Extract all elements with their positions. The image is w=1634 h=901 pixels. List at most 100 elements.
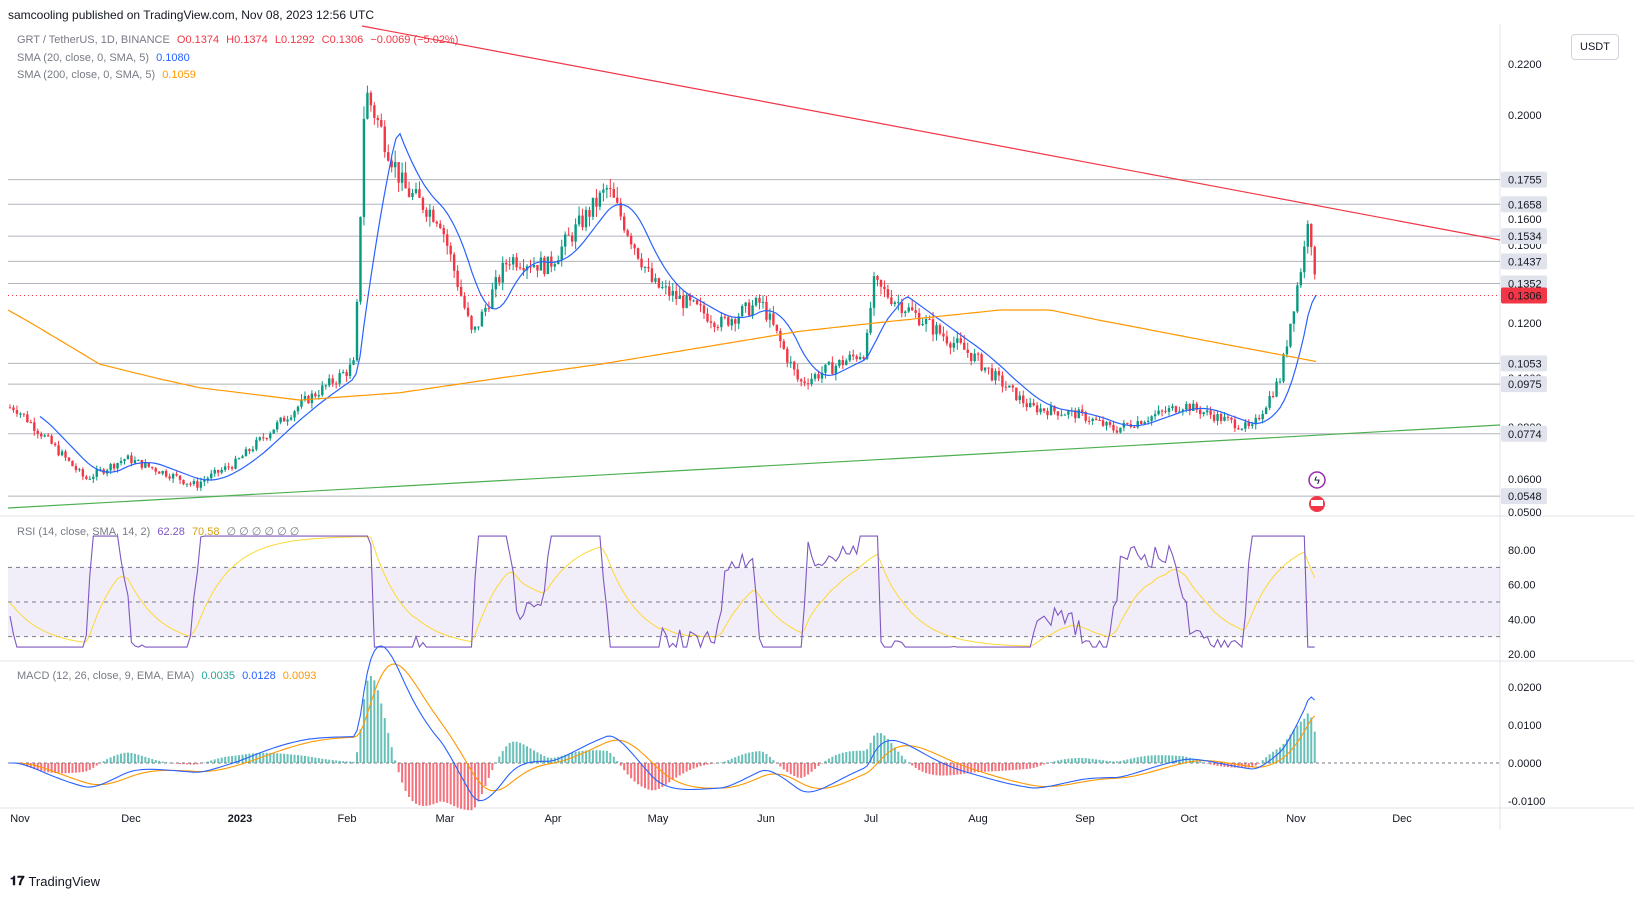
candle-body — [737, 316, 740, 324]
candle-body — [865, 332, 869, 359]
macd-histogram-bar — [859, 750, 862, 763]
macd-histogram-bar — [779, 763, 782, 767]
candle-body — [976, 353, 980, 355]
candle-body — [473, 326, 477, 330]
candle-body — [619, 202, 622, 217]
sma20-legend: SMA (20, close, 0, SMA, 5) 0.1080 — [17, 52, 194, 64]
candle-body — [692, 300, 695, 302]
footer-brand[interactable]: 𝟏𝟕 TradingView — [10, 873, 100, 889]
macd-histogram-bar — [1140, 756, 1143, 763]
macd-histogram-bar — [1254, 763, 1257, 766]
macd-histogram-bar — [814, 763, 817, 769]
macd-histogram-bar — [477, 763, 480, 802]
currency-button[interactable]: USDT — [1571, 34, 1619, 60]
macd-histogram-bar — [480, 763, 483, 795]
candle-body — [60, 451, 64, 456]
macd-histogram-bar — [1306, 713, 1309, 763]
candle-body — [616, 197, 619, 203]
macd-histogram-bar — [290, 754, 293, 763]
macd-label: MACD (12, 26, close, 9, EMA, EMA) — [17, 670, 195, 682]
candle-body — [990, 368, 994, 381]
macd-histogram-bar — [1022, 763, 1025, 770]
candle-body — [1143, 422, 1146, 425]
candle-body — [969, 352, 973, 362]
macd-tick-label: 0.0000 — [1508, 758, 1542, 770]
candle-body — [775, 324, 779, 331]
macd-histogram-bar — [147, 758, 150, 763]
candle-body — [126, 455, 130, 460]
macd-histogram-bar — [852, 751, 855, 763]
macd-histogram-bar — [796, 763, 799, 778]
macd-histogram-bar — [630, 763, 633, 779]
candle-body — [852, 354, 855, 357]
macd-histogram-bar — [154, 759, 157, 763]
macd-histogram-bar — [255, 753, 258, 763]
macd-histogram-bar — [362, 699, 365, 763]
candle-body — [727, 317, 730, 326]
open-value: O0.1374 — [176, 34, 220, 46]
rsi-label: RSI (14, close, SMA, 14, 2) — [17, 526, 151, 538]
macd-histogram-bar — [439, 763, 442, 802]
candle-body — [321, 385, 324, 396]
macd-histogram-bar — [1060, 759, 1063, 763]
macd-histogram-bar — [546, 757, 549, 763]
candle-body — [876, 276, 879, 280]
candle-body — [498, 277, 501, 283]
macd-histogram-bar — [637, 763, 640, 785]
candle-body — [1087, 420, 1091, 422]
macd-histogram-bar — [793, 763, 796, 777]
candle-body — [369, 92, 373, 106]
macd-histogram-bar — [827, 758, 830, 763]
macd-histogram-bar — [338, 760, 341, 763]
candle-body — [1126, 422, 1129, 425]
macd-histogram-bar — [29, 763, 32, 768]
candle-body — [57, 445, 60, 456]
rsi-ma-value: 70.58 — [191, 526, 220, 538]
candle-body — [605, 188, 609, 190]
macd-histogram-bar — [786, 763, 789, 773]
time-axis-label: Sep — [1075, 813, 1095, 825]
candle-body — [67, 457, 71, 461]
candle-body — [924, 318, 928, 324]
macd-histogram-bar — [251, 753, 254, 763]
macd-histogram-bar — [425, 763, 428, 806]
candle-body — [1039, 408, 1042, 413]
candle-body — [1101, 420, 1105, 426]
candle-body — [196, 481, 199, 488]
macd-histogram-bar — [369, 675, 372, 763]
candle-body — [418, 189, 421, 198]
candle-body — [1171, 406, 1174, 409]
macd-histogram-bar — [997, 763, 1000, 772]
candle-body — [758, 297, 761, 303]
macd-histogram-bar — [1303, 718, 1306, 763]
candle-body — [647, 266, 650, 269]
macd-histogram-bar — [95, 763, 98, 766]
candle-body — [577, 215, 581, 225]
macd-histogram-bar — [598, 750, 601, 763]
macd-histogram-bar — [1282, 743, 1285, 763]
time-axis-label: Dec — [121, 813, 141, 825]
macd-histogram-bar — [578, 751, 581, 763]
candle-body — [1056, 411, 1060, 416]
macd-histogram-bar — [585, 750, 588, 763]
candle-body — [1060, 414, 1063, 416]
candle-body — [706, 313, 709, 322]
candle-body — [1146, 420, 1150, 423]
candle-body — [85, 476, 88, 479]
candle-body — [88, 478, 92, 480]
macd-histogram-bar — [1258, 763, 1261, 764]
time-axis-label: Aug — [968, 813, 988, 825]
candle-body — [595, 197, 598, 207]
footer-brand-label: TradingView — [28, 873, 101, 889]
macd-histogram-bar — [994, 763, 997, 772]
candle-body — [1264, 407, 1268, 414]
current-price-badge — [1501, 287, 1547, 304]
candle-body — [886, 289, 890, 298]
macd-histogram-bar — [1275, 749, 1278, 763]
tradingview-logo-icon: 𝟏𝟕 — [10, 873, 25, 888]
rsi-line — [9, 535, 1315, 649]
macd-histogram-bar — [192, 763, 195, 765]
candle-body — [702, 305, 706, 314]
macd-histogram-bar — [845, 751, 848, 763]
